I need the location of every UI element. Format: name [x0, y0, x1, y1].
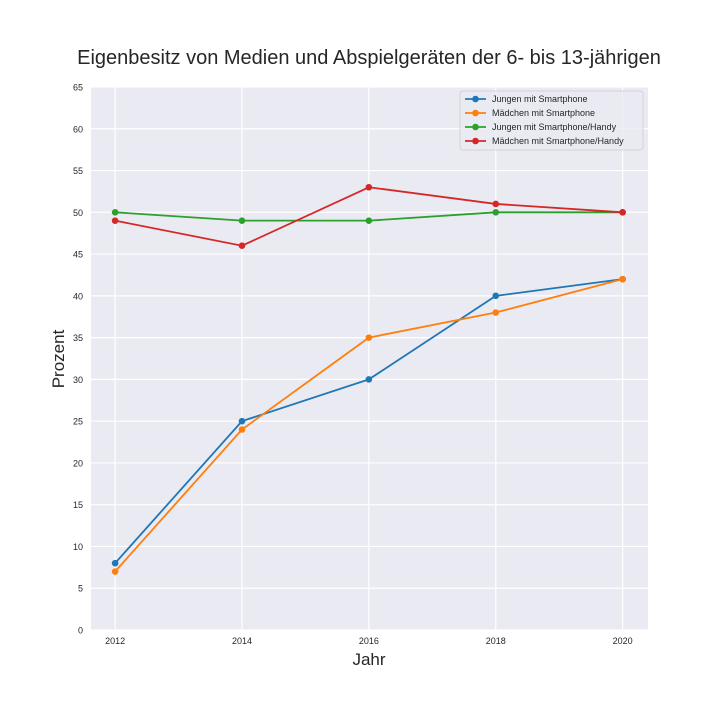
legend-marker: [472, 109, 479, 117]
y-tick-label: 15: [73, 500, 83, 510]
legend-label: Mädchen mit Smartphone: [492, 108, 595, 118]
series-mädchen-mit-smartphone: [111, 275, 626, 575]
data-point: [111, 568, 119, 575]
data-point: [492, 292, 500, 300]
y-tick-label: 40: [73, 291, 83, 301]
y-tick-label: 10: [73, 542, 83, 552]
x-tick-label: 2018: [486, 636, 506, 646]
y-tick-label: 45: [73, 250, 83, 260]
y-tick-label: 60: [73, 124, 83, 134]
y-tick-label: 30: [73, 375, 83, 385]
x-axis-label: Jahr: [352, 650, 385, 669]
legend-label: Mädchen mit Smartphone/Handy: [492, 136, 624, 146]
x-tick-label: 2016: [359, 636, 379, 646]
legend-marker: [472, 137, 479, 145]
x-tick-label: 2020: [613, 636, 633, 646]
data-point: [111, 559, 119, 567]
data-point: [492, 209, 500, 216]
x-tick-label: 2014: [232, 636, 252, 646]
y-tick-label: 65: [73, 83, 83, 93]
data-point: [492, 200, 500, 208]
legend-label: Jungen mit Smartphone: [492, 94, 588, 104]
y-tick-label: 55: [73, 166, 83, 176]
legend-marker: [472, 95, 479, 103]
data-point: [619, 209, 626, 216]
data-point: [238, 217, 246, 224]
legend-box: [459, 90, 644, 151]
series-jungen-mit-smartphone: [111, 275, 626, 567]
data-point: [111, 217, 119, 224]
data-point: [365, 376, 373, 383]
y-tick-label: 50: [73, 208, 83, 218]
y-tick-label: 25: [73, 417, 83, 427]
chart-title: Eigenbesitz von Medien und Abspielgeräte…: [77, 47, 661, 69]
data-point: [365, 334, 373, 341]
x-tick-labels: 2012 2014 2016 2018 2020: [105, 636, 633, 646]
data-point: [619, 275, 626, 283]
y-tick-label: 0: [78, 626, 83, 636]
y-axis-label: Prozent: [49, 329, 68, 388]
data-point: [492, 309, 500, 316]
data-point: [238, 417, 246, 425]
y-tick-label: 5: [78, 584, 83, 594]
legend: Jungen mit Smartphone Mädchen mit Smartph…: [459, 90, 644, 151]
series-mädchen-mit-smartphone-handy: [111, 183, 626, 250]
data-point: [238, 426, 246, 433]
series-lines: [111, 183, 626, 575]
y-tick-label: 20: [73, 458, 83, 468]
x-tick-label: 2012: [105, 636, 125, 646]
y-tick-labels: 0 5 10 15 20 25 30 35 40 45 50 55 60 65: [73, 83, 83, 636]
data-point: [365, 183, 373, 191]
plot-area: [91, 87, 648, 630]
y-tick-label: 35: [73, 333, 83, 343]
legend-marker: [472, 123, 479, 131]
data-point: [238, 242, 246, 250]
data-point: [111, 209, 119, 216]
legend-label: Jungen mit Smartphone/Handy: [492, 122, 617, 132]
data-point: [365, 217, 373, 224]
